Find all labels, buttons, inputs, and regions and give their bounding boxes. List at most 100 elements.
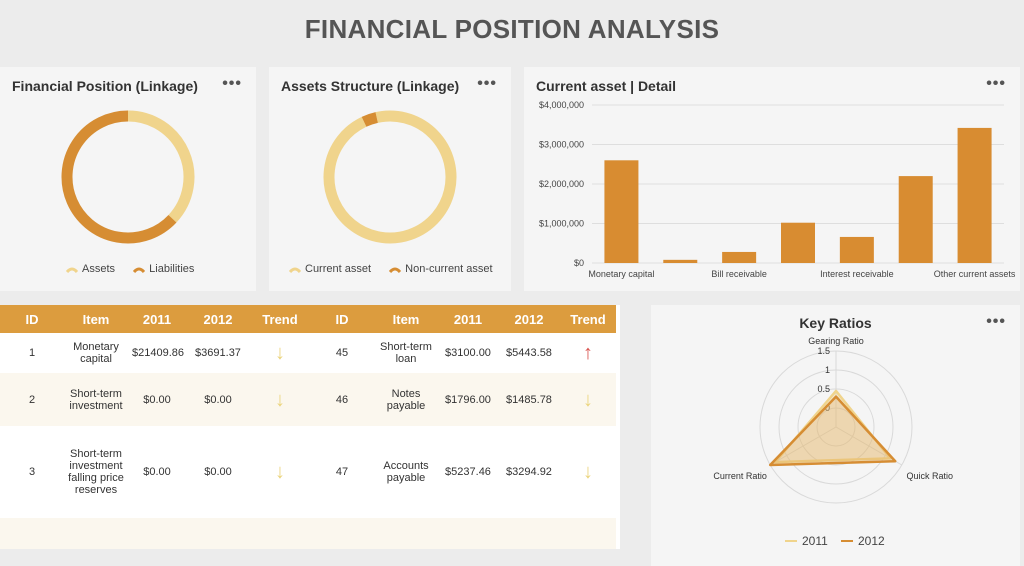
table-cell: 46 [335, 393, 349, 406]
x-tick-label: Interest receivable [820, 269, 894, 279]
column-header[interactable]: 2012 [498, 305, 560, 333]
table-cell: $0.00 [204, 466, 232, 478]
bar[interactable] [898, 176, 933, 263]
legend-non-current-asset[interactable]: Non-current asset [405, 263, 493, 275]
table-cell: ↓ [250, 333, 310, 373]
more-options-button[interactable]: ••• [986, 75, 1006, 92]
table-cell: Notes payable [386, 387, 426, 412]
more-options-button[interactable]: ••• [477, 75, 497, 92]
y-tick-label: $2,000,000 [539, 179, 584, 189]
legend-swatch-icon [389, 267, 402, 274]
table-cell: 1 [28, 347, 36, 359]
trend-down-icon: ↓ [583, 388, 593, 411]
trend-up-icon: ↑ [583, 342, 593, 364]
financial-position-card: Financial Position (Linkage) ••• Assets … [0, 67, 256, 291]
column-header[interactable]: Item [374, 305, 438, 333]
radar-axis-label: Gearing Ratio [808, 336, 864, 346]
y-tick-label: $4,000,000 [539, 100, 584, 110]
financial-position-donut[interactable] [0, 97, 256, 287]
y-tick-label: $3,000,000 [539, 140, 584, 150]
legend-item-2012[interactable]: 2012 [858, 534, 885, 548]
y-tick-label: $0 [574, 258, 584, 268]
trend-down-icon: ↓ [583, 461, 593, 483]
column-header[interactable]: 2012 [186, 305, 250, 333]
table-cell: $3100.00 [445, 347, 491, 359]
table-cell [310, 518, 374, 549]
column-header[interactable]: ID [0, 305, 64, 333]
assets-structure-card: Assets Structure (Linkage) ••• Current a… [269, 67, 511, 291]
table-cell: Short-term loan [380, 341, 432, 365]
table-cell [250, 518, 310, 549]
table-cell: Net value of [64, 518, 128, 549]
legend-item-2011[interactable]: 2011 [802, 534, 828, 548]
table-cell: 47 [335, 466, 349, 478]
page-title: FINANCIAL POSITION ANALYSIS [304, 14, 720, 44]
table-cell: 3 [28, 466, 36, 478]
legend-assets[interactable]: Assets [82, 263, 116, 275]
table-cell [128, 518, 186, 549]
table-cell: ↓ [250, 426, 310, 518]
table-cell [560, 518, 616, 549]
table-cell: 2 [28, 393, 36, 406]
assets-structure-title: Assets Structure (Linkage) [281, 78, 460, 94]
column-header[interactable]: Item [64, 305, 128, 333]
table-cell: $0.00 [143, 393, 171, 406]
table-row[interactable]: Net value of [0, 518, 616, 549]
table-row[interactable]: 3 Short-term investment falling price res… [0, 426, 616, 518]
column-header[interactable]: 2011 [438, 305, 498, 333]
radar-series-2012[interactable] [768, 395, 897, 467]
radar-axis-label: Quick Ratio [907, 471, 954, 481]
column-header[interactable]: Trend [250, 305, 310, 333]
donut-slice-non-current-asset[interactable] [361, 112, 379, 127]
bar[interactable] [957, 127, 992, 263]
bar[interactable] [781, 222, 815, 263]
x-tick-label: Monetary capital [588, 269, 654, 279]
table-cell: Short-term investment [69, 387, 123, 412]
table-row[interactable]: 2 Short-term investment $0.00 $0.00 ↓ 46 Notes… [0, 373, 616, 426]
table-cell: 45 [335, 347, 349, 359]
bar[interactable] [604, 160, 639, 263]
legend-swatch-icon [289, 267, 301, 274]
legend-current-asset[interactable]: Current asset [305, 263, 372, 275]
current-asset-title: Current asset | Detail [536, 78, 677, 94]
table-cell [374, 518, 438, 549]
x-tick-label: Bill receivable [711, 269, 767, 279]
more-options-button[interactable]: ••• [986, 313, 1006, 330]
bar[interactable] [722, 251, 757, 263]
balance-table-card: ID Item 2011 2012 Trend ID Item 2011 2012 Trend 1… [0, 305, 620, 549]
table-cell: $5443.58 [506, 347, 552, 359]
table-cell: Monetary capital [73, 341, 119, 365]
table-cell: ↓ [250, 373, 310, 426]
donut-slice-assets[interactable] [127, 110, 195, 223]
table-cell: $0.00 [143, 466, 171, 478]
donut-slice-liabilities[interactable] [61, 110, 177, 244]
table-cell: Short-term investment falling price rese… [68, 448, 124, 496]
table-row[interactable]: 1 Monetary capital $21409.86 $3691.37 ↓ 45 Sho… [0, 333, 616, 373]
financial-position-title: Financial Position (Linkage) [12, 78, 198, 94]
radar-axis-label: Current Ratio [713, 471, 767, 481]
bar[interactable] [663, 259, 698, 263]
column-header[interactable]: ID [310, 305, 374, 333]
balance-table: ID Item 2011 2012 Trend ID Item 2011 2012 Trend 1… [0, 305, 616, 549]
table-cell: ↑ [560, 333, 616, 373]
x-tick-label: Other current assets [934, 269, 1016, 279]
bar[interactable] [839, 236, 874, 263]
more-options-button[interactable]: ••• [222, 75, 242, 92]
table-cell: ↓ [560, 426, 616, 518]
table-cell: Accounts payable [383, 460, 429, 484]
column-header[interactable]: 2011 [128, 305, 186, 333]
radar-axis [769, 426, 837, 466]
financial-position-legend: Assets Liabilities [66, 263, 194, 275]
legend-liabilities[interactable]: Liabilities [149, 263, 195, 275]
legend-swatch-icon [133, 267, 146, 274]
table-header-row: ID Item 2011 2012 Trend ID Item 2011 2012 Trend [0, 305, 616, 333]
donut-slice-current-asset[interactable] [323, 110, 457, 244]
table-cell: $5237.46 [445, 466, 491, 478]
table-cell: $1485.78 [506, 393, 552, 406]
table-cell: ↓ [560, 373, 616, 426]
column-header[interactable]: Trend [560, 305, 616, 333]
table-cell: $3294.92 [506, 466, 552, 478]
key-ratios-title: Key Ratios [799, 315, 872, 331]
assets-structure-donut[interactable] [269, 97, 511, 287]
